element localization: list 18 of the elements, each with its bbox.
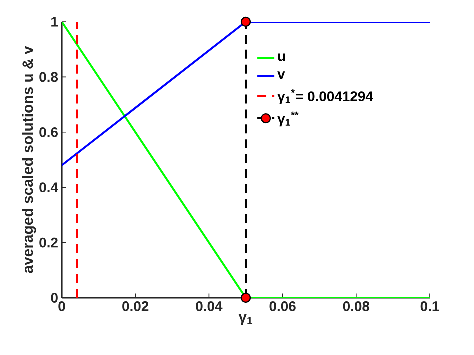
legend-label: γ$_{1}$$^{*}$= 0.0041294 [278, 89, 374, 104]
x-tick-label: 0.04 [196, 302, 223, 312]
x-axis-title: γ$_{1}$ [238, 314, 253, 326]
y-tick-label: 0.4 [40, 182, 58, 193]
legend-label: u [278, 54, 286, 62]
legend-label: v [278, 72, 286, 79]
x-tick-label: 0.1 [420, 302, 440, 312]
y-tick-label: 0 [51, 293, 58, 303]
y-axis-title: averaged scaled solutions u & v [22, 46, 36, 274]
y-tick-label: 0.6 [40, 127, 58, 138]
y-tick-label: 0.8 [40, 72, 58, 82]
y-tick-label: 1 [52, 17, 58, 27]
x-tick-label: 0.06 [270, 302, 296, 312]
x-tick-label: 0 [58, 302, 66, 312]
y-tick-label: 0.2 [40, 238, 58, 248]
legend-label: γ$_{1}$** [278, 112, 299, 127]
x-tick-label: 0.02 [122, 302, 149, 312]
x-tick-label: 0.08 [343, 302, 370, 312]
